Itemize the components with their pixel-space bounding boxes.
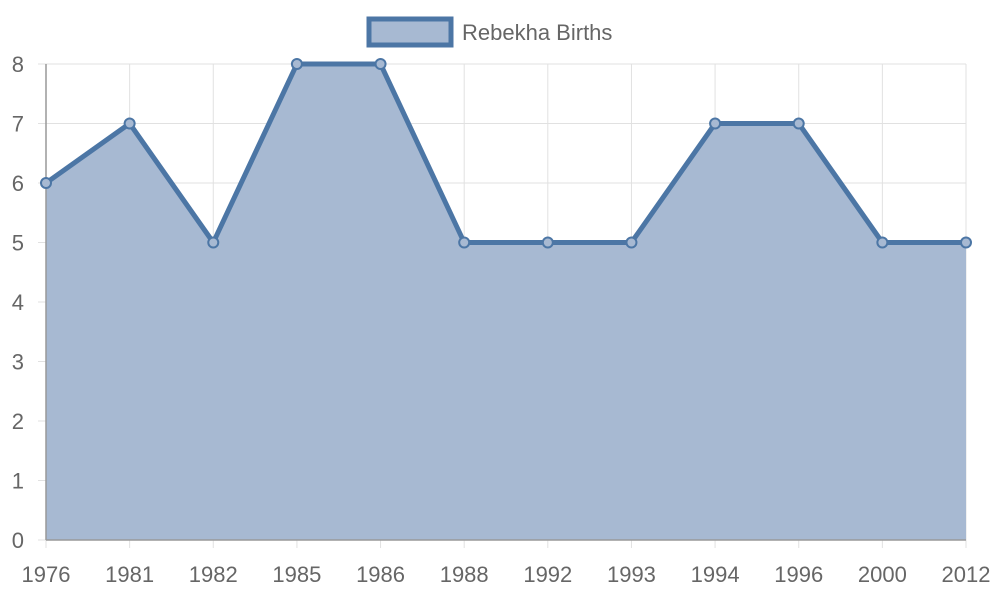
x-tick-label: 1993 bbox=[607, 562, 656, 587]
data-points bbox=[40, 58, 972, 249]
data-point[interactable] bbox=[290, 58, 303, 70]
x-tick-label: 1976 bbox=[22, 562, 71, 587]
series-area-layer bbox=[44, 61, 966, 540]
axes bbox=[45, 64, 966, 541]
data-point[interactable] bbox=[876, 236, 889, 249]
x-tick-label: 2012 bbox=[942, 562, 991, 587]
y-tick-label: 2 bbox=[12, 409, 24, 434]
legend[interactable]: Rebekha Births bbox=[366, 16, 612, 48]
y-tick-label: 0 bbox=[12, 528, 24, 553]
x-tick-label: 1992 bbox=[523, 562, 572, 587]
data-point[interactable] bbox=[458, 236, 471, 249]
tick-labels: 0 1 2 3 4 5 6 7 8 1976 1981 1982 1985 1986 1988 1992 199… bbox=[12, 52, 991, 587]
x-tick-label: 1988 bbox=[440, 562, 489, 587]
y-tick-label: 8 bbox=[12, 52, 24, 77]
x-tick-label: 1986 bbox=[356, 562, 405, 587]
x-tick-label: 1982 bbox=[189, 562, 238, 587]
y-tick-label: 3 bbox=[12, 350, 24, 375]
data-point[interactable] bbox=[625, 236, 638, 249]
series-line bbox=[44, 61, 966, 245]
data-point[interactable] bbox=[541, 236, 554, 249]
data-point[interactable] bbox=[960, 236, 972, 249]
data-point[interactable] bbox=[40, 177, 52, 189]
legend-swatch[interactable] bbox=[366, 16, 454, 48]
data-point[interactable] bbox=[792, 117, 805, 130]
x-tick-label: 1985 bbox=[272, 562, 321, 587]
data-point[interactable] bbox=[374, 58, 387, 70]
data-point[interactable] bbox=[207, 236, 220, 249]
y-tick-label: 7 bbox=[12, 112, 24, 137]
x-tick-label: 1981 bbox=[105, 562, 154, 587]
legend-label[interactable]: Rebekha Births bbox=[462, 20, 612, 45]
x-tick-label: 2000 bbox=[858, 562, 907, 587]
y-tick-label: 6 bbox=[12, 171, 24, 196]
x-tick-label: 1994 bbox=[691, 562, 740, 587]
data-point[interactable] bbox=[709, 117, 722, 130]
y-tick-label: 1 bbox=[12, 469, 24, 494]
x-tick-label: 1996 bbox=[774, 562, 823, 587]
y-tick-label: 5 bbox=[12, 231, 24, 256]
y-tick-label: 4 bbox=[12, 290, 24, 315]
series-area bbox=[46, 64, 966, 540]
data-point[interactable] bbox=[123, 117, 136, 130]
